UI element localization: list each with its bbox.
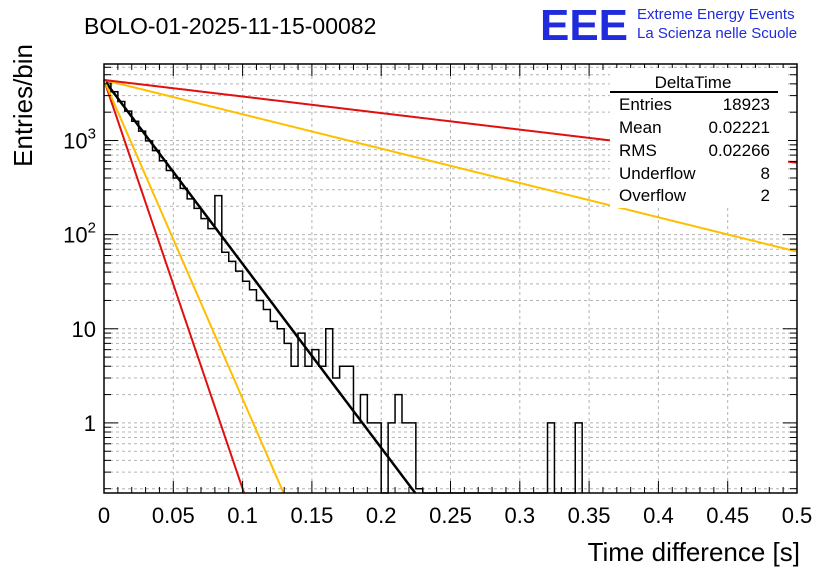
x-axis-label: Time difference [s] <box>588 537 800 567</box>
fit-curve-fit <box>103 79 417 494</box>
stats-label-mean: Mean <box>619 118 662 137</box>
stats-value-overflow: 2 <box>761 186 770 205</box>
x-tick-label: 0.1 <box>227 503 258 528</box>
eee-logo-text: EEE <box>540 1 628 50</box>
fit-curve-orange-steep <box>103 79 285 494</box>
histogram <box>104 81 583 494</box>
eee-logo-line1: Extreme Energy Events <box>637 6 795 23</box>
histogram-outline <box>104 81 583 494</box>
y-tick-label: 1 <box>84 411 96 436</box>
x-tick-label: 0 <box>98 503 110 528</box>
fit-curve-red-steep <box>103 79 245 494</box>
x-tick-label: 0.25 <box>429 503 472 528</box>
stats-box: DeltaTime Entries 18923 Mean 0.02221 RMS… <box>610 68 788 208</box>
x-tick-label: 0.35 <box>568 503 611 528</box>
x-tick-label: 0.45 <box>706 503 749 528</box>
y-axis-label: Entries/bin <box>8 44 38 167</box>
stats-label-rms: RMS <box>619 141 657 160</box>
y-tick-labels: 1 10 102 103 <box>63 126 96 436</box>
stats-label-overflow: Overflow <box>619 186 687 205</box>
x-tick-label: 0.2 <box>366 503 397 528</box>
stats-value-underflow: 8 <box>761 164 770 183</box>
x-tick-labels: 0 0.05 0.1 0.15 0.2 0.25 0.3 0.35 0.4 0.45 0.5 <box>98 503 812 528</box>
stats-label-entries: Entries <box>619 95 672 114</box>
chart-title: BOLO-01-2025-11-15-00082 <box>84 13 376 39</box>
eee-logo-line2: La Scienza nelle Scuole <box>637 25 797 42</box>
eee-logo: EEE Extreme Energy Events La Scienza nel… <box>540 1 797 50</box>
y-tick-label: 10 <box>72 317 96 342</box>
y-tick-label: 102 <box>63 220 96 248</box>
y-tick-label: 103 <box>63 126 96 154</box>
stats-label-underflow: Underflow <box>619 164 696 183</box>
x-tick-label: 0.4 <box>643 503 674 528</box>
stats-value-mean: 0.02221 <box>709 118 770 137</box>
x-tick-label: 0.5 <box>782 503 813 528</box>
x-tick-label: 0.15 <box>290 503 333 528</box>
stats-value-entries: 18923 <box>723 95 770 114</box>
stats-title: DeltaTime <box>655 73 732 92</box>
stats-value-rms: 0.02266 <box>709 141 770 160</box>
fit-curve-orange-shallow <box>103 78 798 253</box>
x-tick-label: 0.3 <box>505 503 536 528</box>
x-tick-label: 0.05 <box>152 503 195 528</box>
